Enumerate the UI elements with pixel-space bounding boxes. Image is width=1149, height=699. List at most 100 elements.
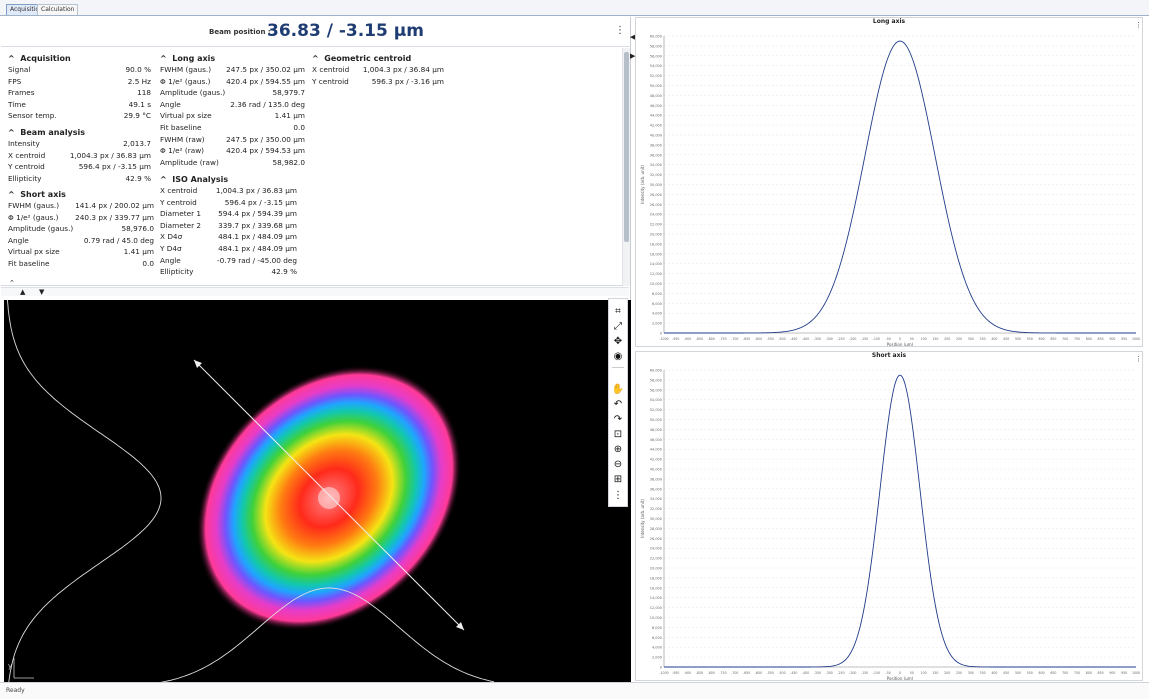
y-tick-label: 4,000	[652, 646, 662, 650]
collapse-icon[interactable]: ^	[312, 54, 319, 63]
x-tick-label: -800	[708, 337, 715, 341]
long-axis-arrow-icon	[456, 622, 464, 630]
more-icon[interactable]: ⋮	[613, 490, 623, 501]
stat-row: FPS 2.5 Hz	[8, 76, 151, 88]
stat-row: Angle 2.36 rad / 135.0 deg	[160, 99, 305, 111]
chart-more-icon[interactable]: ⋮	[1135, 21, 1142, 29]
iso-analysis-title[interactable]: ^ ISO Analysis	[160, 175, 229, 184]
expand-right-arrow-icon[interactable]: ▶	[630, 52, 636, 60]
x-tick-label: 200	[944, 671, 950, 675]
short-axis-title[interactable]: ^ Short axis	[8, 190, 66, 199]
splitter-up-arrow-icon[interactable]: ▲	[20, 288, 26, 296]
x-tick-label: 150	[932, 337, 938, 341]
x-tick-label: -50	[886, 671, 891, 675]
pan-hand-icon[interactable]: ✋	[611, 384, 625, 395]
stat-value: 484.1 px / 484.09 µm	[218, 244, 297, 253]
move-icon[interactable]: ✥	[613, 336, 623, 347]
y-axis-label: Intensity (arb. unit)	[640, 499, 645, 538]
y-tick-label: 6,000	[652, 636, 662, 640]
collapse-icon[interactable]: ^	[160, 54, 167, 63]
expand-icon[interactable]: ⤢	[614, 321, 622, 332]
stat-row: Fit baseline 0.0	[8, 258, 154, 270]
x-tick-label: 750	[1074, 337, 1080, 341]
stat-value: 339.7 px / 339.68 µm	[218, 220, 297, 230]
zoom-in-icon[interactable]: ⊕	[613, 444, 623, 455]
y-tick-label: 50,000	[650, 418, 662, 422]
y-tick-label: 60,000	[650, 35, 662, 39]
collapse-icon[interactable]: ^	[8, 54, 15, 63]
stats-scrollbar[interactable]	[622, 48, 630, 286]
stats-scrollbar-thumb[interactable]	[624, 52, 629, 242]
undo-icon[interactable]: ↶	[613, 399, 623, 410]
x-tick-label: 100	[921, 671, 927, 675]
y-tick-label: 26,000	[650, 203, 662, 207]
short-axis-chart: 0 2,000 4,000 6,000 8,000 10,000 12,000 14,000 1…	[640, 369, 1140, 681]
x-tick-label: 150	[932, 671, 938, 675]
collapse-icon[interactable]: ^	[8, 128, 15, 137]
chart-more-icon[interactable]: ⋮	[1135, 355, 1142, 363]
x-tick-label: -250	[837, 671, 844, 675]
stat-value: 2,013.7	[123, 139, 151, 148]
collapse-icon[interactable]: ^	[8, 190, 15, 199]
beam-position-value: 36.83 / -3.15 µm	[267, 21, 424, 41]
beam-analysis-title[interactable]: ^ Beam analysis	[8, 128, 86, 137]
stat-label: Angle	[8, 235, 29, 245]
profile-charts-pane: Long axis ⋮ 0 2,000 4,000 6,000 8,000 10,000 1…	[635, 17, 1149, 683]
y-tick-label: 12,000	[650, 606, 662, 610]
collapse-icon[interactable]: ^	[160, 175, 167, 184]
camera-icon[interactable]: ◉	[613, 351, 623, 362]
acquisition-title[interactable]: ^ Acquisition	[8, 54, 71, 63]
x-tick-label: -600	[755, 337, 762, 341]
x-tick-label: -500	[778, 671, 785, 675]
y-tick-label: 48,000	[650, 94, 662, 98]
more-options-icon[interactable]: ⋮	[615, 25, 625, 36]
y-tick-label: 46,000	[650, 438, 662, 442]
stat-label: Virtual px size	[160, 111, 212, 121]
stat-value: 1,004.3 px / 36.83 µm	[215, 186, 297, 195]
y-tick-label: 38,000	[650, 143, 662, 147]
splitter-down-arrow-icon[interactable]: ▼	[39, 288, 45, 296]
collapse-left-arrow-icon[interactable]: ◀	[630, 33, 636, 41]
x-tick-label: 850	[1098, 671, 1104, 675]
y-tick-label: 32,000	[650, 507, 662, 511]
x-tick-label: -500	[778, 337, 785, 341]
long-axis-chart-title: Long axis	[872, 18, 906, 25]
y-tick-label: 54,000	[650, 64, 662, 68]
x-tick-label: -950	[672, 671, 679, 675]
status-text: Ready	[6, 687, 25, 694]
stat-value: 484.1 px / 484.09 µm	[218, 232, 297, 242]
x-tick-label: 200	[944, 337, 950, 341]
x-tick-label: 300	[968, 337, 974, 341]
x-tick-label: -400	[802, 337, 809, 341]
y-tick-label: 2,000	[652, 322, 662, 326]
stat-value: 58,982.0	[272, 157, 306, 167]
y-tick-label: 12,000	[650, 272, 662, 276]
y-tick-label: 58,000	[650, 378, 662, 382]
stat-value: 240.3 px / 339.77 µm	[75, 212, 154, 222]
stat-label: Virtual px size	[8, 247, 60, 257]
status-bar: Ready	[0, 682, 1149, 699]
y-tick-label: 42,000	[650, 124, 662, 128]
stat-value: 0.0	[293, 123, 305, 132]
beam-position-header: Beam position : 36.83 / -3.15 µm ⋮	[1, 17, 631, 47]
crop-icon[interactable]: ⌗	[615, 306, 621, 317]
tab-calculation[interactable]: Calculation	[37, 4, 79, 15]
stat-value: 141.4 px / 200.02 µm	[75, 201, 154, 210]
x-tick-label: 400	[991, 337, 997, 341]
zoom-out-icon[interactable]: ⊖	[613, 459, 623, 470]
geometric-centroid-title[interactable]: ^ Geometric centroid	[312, 54, 412, 63]
beam-image-view[interactable]: x y	[4, 300, 631, 690]
stat-row: Φ 1/e² (gaus.) 420.4 px / 594.55 µm	[160, 76, 305, 88]
x-tick-label: -650	[743, 337, 750, 341]
grid-add-icon[interactable]: ⊞	[613, 474, 623, 485]
redo-icon[interactable]: ↷	[613, 414, 623, 425]
gaussian-series-line	[664, 40, 1136, 334]
stat-value: 596.3 px / -3.16 µm	[371, 76, 444, 86]
x-tick-label: 500	[1015, 337, 1021, 341]
stat-row: Angle 0.79 rad / 45.0 deg	[8, 235, 154, 247]
stat-value: 58,976.0	[121, 224, 155, 234]
zoom-fit-icon[interactable]: ⊡	[613, 429, 623, 440]
chevron-up-icon[interactable]: ⌃	[9, 279, 15, 287]
panel-splitter[interactable]: ▲ ▼	[1, 287, 629, 296]
long-axis-title[interactable]: ^ Long axis	[160, 54, 216, 63]
